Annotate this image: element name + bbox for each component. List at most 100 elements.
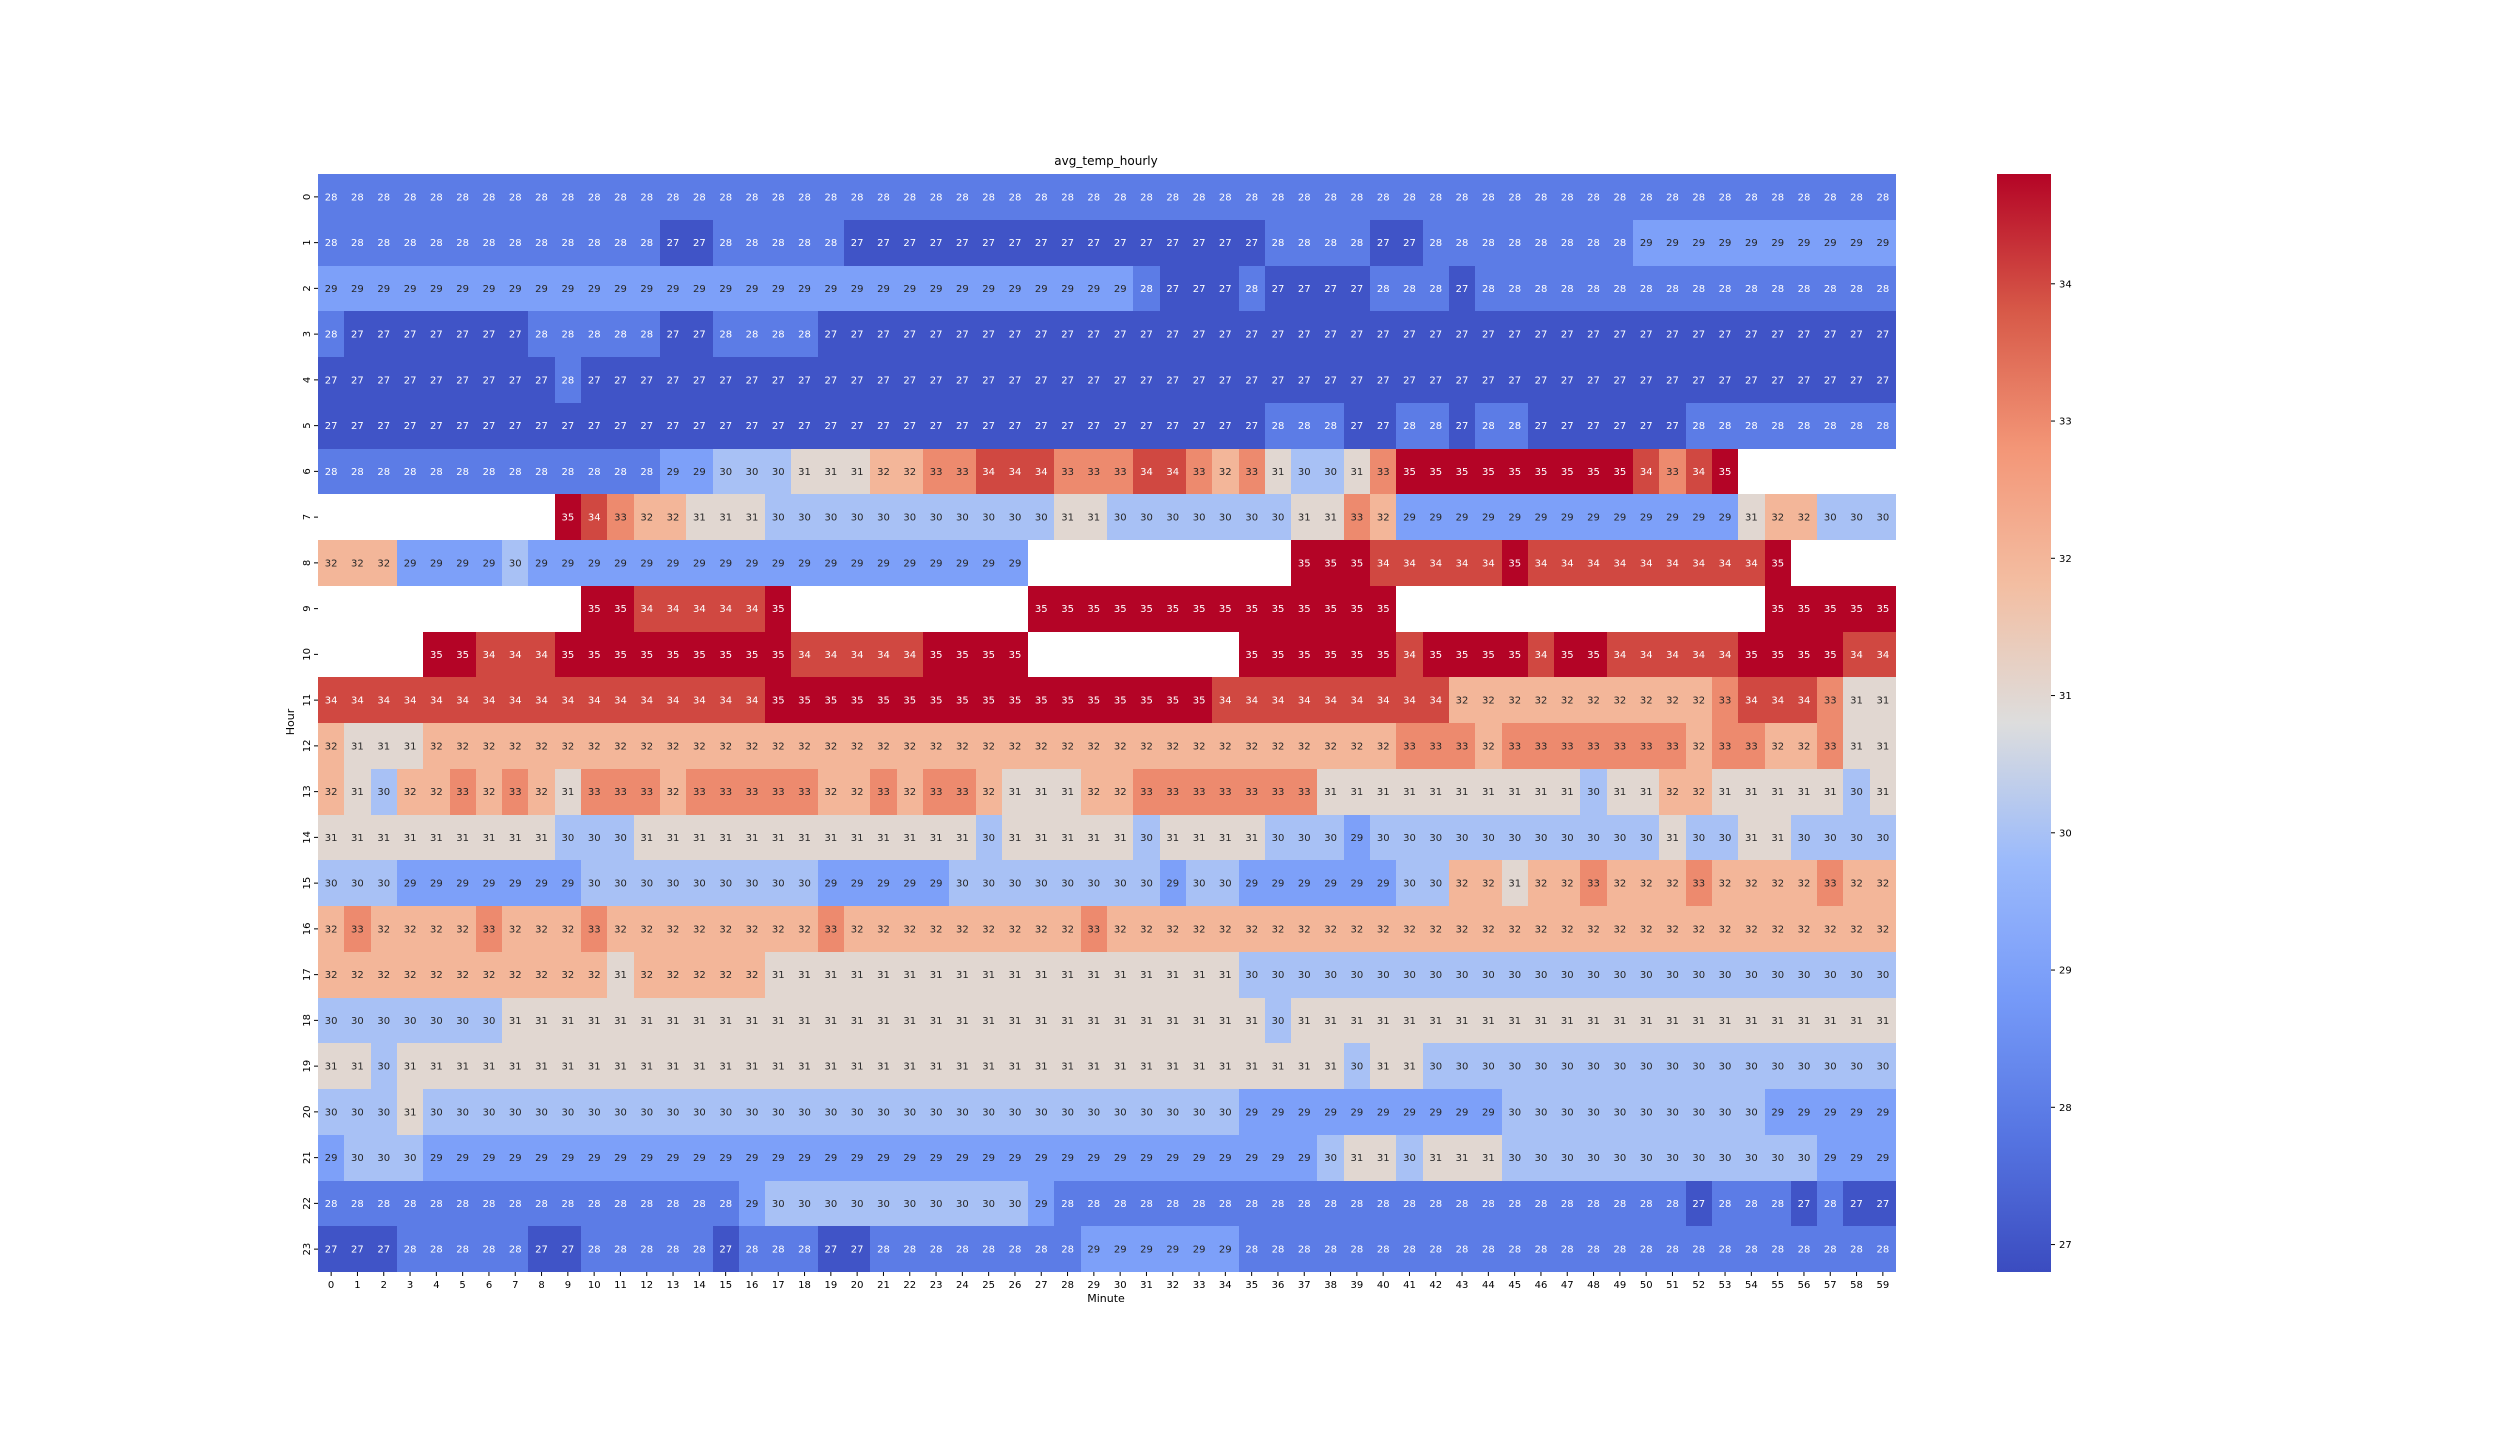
cell-label: 31: [1298, 1062, 1311, 1073]
x-tick-label: 42: [1429, 1280, 1442, 1291]
heatmap-cell: [1475, 403, 1502, 449]
heatmap-cell: [976, 174, 1002, 220]
x-tick-label: 2: [381, 1280, 387, 1291]
cell-label: 30: [1193, 513, 1206, 524]
heatmap-cell: [818, 540, 844, 586]
cell-label: 31: [877, 970, 890, 981]
cell-label: 33: [877, 787, 890, 798]
heatmap-cell: [844, 449, 870, 494]
cell-label: 27: [535, 421, 548, 432]
cell-label: 29: [1272, 879, 1285, 890]
heatmap-cell: [581, 266, 607, 311]
cell-label: 31: [588, 1062, 601, 1073]
cell-label: 27: [772, 375, 785, 386]
heatmap-cell: [1265, 723, 1291, 769]
heatmap-cell: [397, 723, 423, 769]
heatmap-cell: [1054, 723, 1081, 769]
cell-label: 31: [746, 833, 759, 844]
heatmap-cell: [1291, 357, 1317, 403]
cell-label: 29: [614, 558, 627, 569]
cell-label: 29: [825, 1153, 838, 1164]
x-tick-label: 31: [1140, 1280, 1153, 1291]
heatmap-cell: [1054, 677, 1081, 723]
heatmap-cell: [450, 723, 476, 769]
cell-label: 34: [719, 604, 732, 615]
heatmap-cell: [791, 220, 818, 266]
cell-label: 30: [1245, 513, 1258, 524]
cell-label: 27: [1666, 375, 1679, 386]
heatmap-cell: [1738, 174, 1765, 220]
cell-label: 29: [483, 879, 496, 890]
cell-label: 31: [772, 1062, 785, 1073]
cell-label: 33: [1824, 741, 1837, 752]
cell-label: 30: [1429, 970, 1442, 981]
cell-label: 34: [693, 696, 706, 707]
cell-label: 31: [1771, 1016, 1784, 1027]
cell-label: 34: [588, 513, 601, 524]
cell-label: 32: [1482, 741, 1495, 752]
cell-label: 33: [930, 467, 943, 478]
heatmap-cell: [1423, 494, 1449, 540]
cell-label: 29: [562, 1153, 575, 1164]
cell-label: 29: [535, 558, 548, 569]
cell-label: 29: [1166, 1153, 1179, 1164]
heatmap-cell: [1370, 586, 1396, 632]
heatmap-cell: [1344, 540, 1370, 586]
cell-label: 34: [509, 650, 522, 661]
x-tick-label: 3: [407, 1280, 413, 1291]
cell-label: 31: [1114, 1062, 1127, 1073]
cell-label: 30: [1324, 970, 1337, 981]
heatmap-cell: [450, 174, 476, 220]
cell-label: 31: [1771, 787, 1784, 798]
colorbar: [1997, 174, 2051, 1272]
cell-label: 30: [772, 467, 785, 478]
x-tick-label: 29: [1087, 1280, 1100, 1291]
cell-label: 33: [351, 924, 364, 935]
cell-label: 35: [614, 650, 627, 661]
cell-label: 29: [640, 1153, 653, 1164]
cell-label: 27: [1140, 375, 1153, 386]
cell-label: 30: [1087, 879, 1100, 890]
cell-label: 28: [588, 238, 601, 249]
cell-label: 31: [693, 1016, 706, 1027]
heatmap-cell: [765, 311, 791, 357]
cell-label: 27: [404, 330, 417, 341]
cell-label: 32: [1429, 924, 1442, 935]
heatmap-cell: [1475, 494, 1502, 540]
heatmap-cell: [976, 311, 1002, 357]
cell-label: 31: [877, 833, 890, 844]
cell-label: 31: [1614, 1016, 1627, 1027]
cell-label: 29: [746, 284, 759, 295]
heatmap-cell: [660, 403, 686, 449]
x-tick-label: 25: [982, 1280, 995, 1291]
heatmap-cell: [555, 403, 581, 449]
heatmap-cell: [1186, 220, 1212, 266]
cell-label: 28: [1403, 192, 1416, 203]
cell-label: 32: [325, 787, 338, 798]
cell-label: 35: [1140, 696, 1153, 707]
cell-label: 32: [1508, 696, 1521, 707]
heatmap-cell: [1659, 220, 1686, 266]
cell-label: 27: [562, 421, 575, 432]
cell-label: 31: [1377, 1016, 1390, 1027]
cell-label: 27: [1535, 421, 1548, 432]
cell-label: 30: [1140, 833, 1153, 844]
heatmap-cell: [423, 540, 450, 586]
cell-label: 32: [562, 970, 575, 981]
cell-label: 31: [614, 970, 627, 981]
cell-label: 29: [667, 467, 680, 478]
y-tick-label: 16: [302, 923, 313, 936]
cell-label: 32: [1219, 924, 1232, 935]
cell-label: 29: [1719, 513, 1732, 524]
cell-label: 28: [1798, 421, 1811, 432]
cell-label: 35: [930, 650, 943, 661]
heatmap-cell: [528, 677, 555, 723]
cell-label: 30: [1140, 513, 1153, 524]
cell-label: 32: [982, 741, 995, 752]
cell-label: 28: [1824, 1245, 1837, 1256]
cell-label: 35: [1824, 650, 1837, 661]
cell-label: 28: [456, 192, 469, 203]
cell-label: 30: [746, 879, 759, 890]
cell-label: 30: [1219, 513, 1232, 524]
heatmap-cell: [1317, 174, 1344, 220]
